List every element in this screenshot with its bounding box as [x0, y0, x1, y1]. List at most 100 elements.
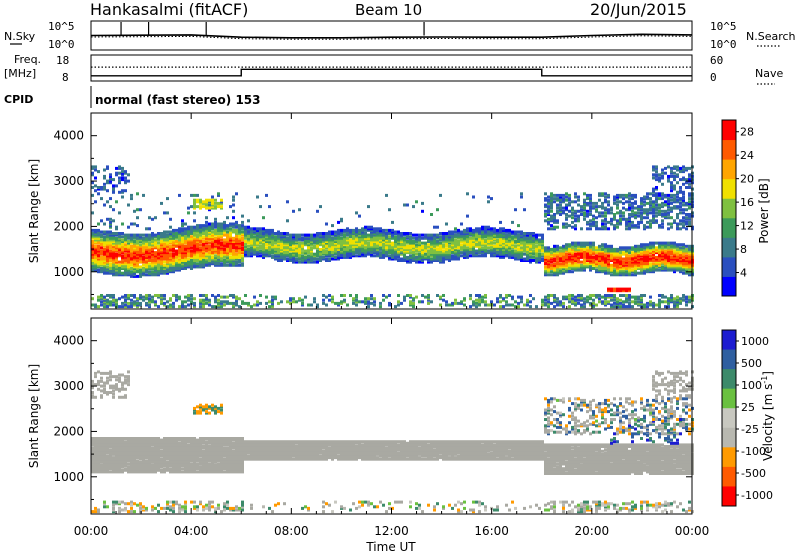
power-cell — [202, 232, 205, 235]
power-cell — [148, 216, 151, 219]
power-cell — [577, 204, 580, 207]
power-cell — [460, 300, 463, 303]
power-cell — [637, 211, 640, 214]
power-cell — [301, 251, 304, 254]
power-cell — [610, 245, 613, 248]
power-cell — [241, 231, 244, 234]
power-cell — [451, 254, 454, 257]
power-cell — [553, 262, 556, 265]
power-cell — [547, 273, 550, 276]
power-cell — [586, 194, 589, 197]
power-cell — [625, 270, 628, 273]
power-cell — [511, 296, 514, 299]
power-cell — [325, 258, 328, 261]
power-cell — [643, 294, 646, 297]
power-cell — [655, 204, 658, 207]
power-cell — [232, 196, 235, 199]
power-cell — [580, 261, 583, 264]
power-cell — [592, 267, 595, 270]
power-cell — [217, 223, 220, 226]
power-cell — [226, 231, 229, 234]
power-cell — [271, 296, 274, 299]
power-cell — [346, 237, 349, 240]
power-cell — [604, 218, 607, 221]
power-cell — [469, 227, 472, 230]
power-cell — [490, 197, 493, 200]
power-cell — [400, 232, 403, 235]
power-cell — [139, 234, 142, 237]
power-cell — [550, 224, 553, 227]
power-cell — [415, 296, 418, 299]
power-cell — [106, 231, 109, 234]
power-cell — [250, 246, 253, 249]
power-cell — [421, 202, 424, 205]
power-cell — [415, 253, 418, 256]
power-cell — [604, 211, 607, 214]
power-cell — [190, 246, 193, 249]
power-cell — [532, 256, 535, 259]
power-cell — [217, 192, 220, 195]
power-cell — [367, 205, 370, 208]
power-cell — [391, 229, 394, 232]
power-cell — [574, 215, 577, 218]
power-cell — [571, 297, 574, 300]
power-cell — [286, 237, 289, 240]
power-cell — [568, 202, 571, 205]
power-cell — [655, 165, 658, 168]
power-cell — [205, 216, 208, 219]
power-cell — [148, 304, 151, 307]
power-cell — [130, 194, 133, 197]
power-cell — [274, 245, 277, 248]
power-cell — [637, 205, 640, 208]
power-cell — [634, 224, 637, 227]
power-cell — [208, 242, 211, 245]
power-cell — [157, 232, 160, 235]
power-cell — [109, 262, 112, 265]
power-cell — [214, 296, 217, 299]
power-cell — [604, 226, 607, 229]
power-cell — [469, 305, 472, 308]
power-cell — [583, 305, 586, 308]
power-cell — [556, 297, 559, 300]
power-cell — [658, 197, 661, 200]
power-cell — [457, 229, 460, 232]
power-cell — [130, 234, 133, 237]
power-cell — [415, 256, 418, 259]
power-cell — [136, 216, 139, 219]
power-cell — [655, 170, 658, 173]
power-cell — [250, 227, 253, 230]
power-cell — [592, 302, 595, 305]
power-cell — [184, 296, 187, 299]
power-cell — [640, 258, 643, 261]
power-cell — [580, 213, 583, 216]
power-cell — [112, 178, 115, 181]
power-cell — [367, 242, 370, 245]
power-cell — [217, 302, 220, 305]
station-title: Hankasalmi (fitACF) — [90, 0, 248, 19]
power-cell — [592, 215, 595, 218]
power-cell — [436, 248, 439, 251]
power-cell — [571, 294, 574, 297]
power-cell — [547, 205, 550, 208]
power-cell — [238, 259, 241, 262]
power-cell — [535, 305, 538, 308]
power-cell — [418, 300, 421, 303]
power-cell — [142, 267, 145, 270]
power-cell — [229, 223, 232, 226]
power-cell — [316, 232, 319, 235]
power-cell — [139, 261, 142, 264]
power-cell — [109, 294, 112, 297]
power-cell — [526, 304, 529, 307]
power-cell — [652, 194, 655, 197]
power-cell — [436, 294, 439, 297]
power-cell — [118, 172, 121, 175]
power-cell — [649, 197, 652, 200]
power-cell — [484, 294, 487, 297]
power-cell — [586, 262, 589, 265]
power-cell — [166, 234, 169, 237]
power-cell — [250, 240, 253, 243]
power-cell — [472, 196, 475, 199]
power-cell — [100, 294, 103, 297]
power-cell — [394, 235, 397, 238]
power-cell — [571, 221, 574, 224]
